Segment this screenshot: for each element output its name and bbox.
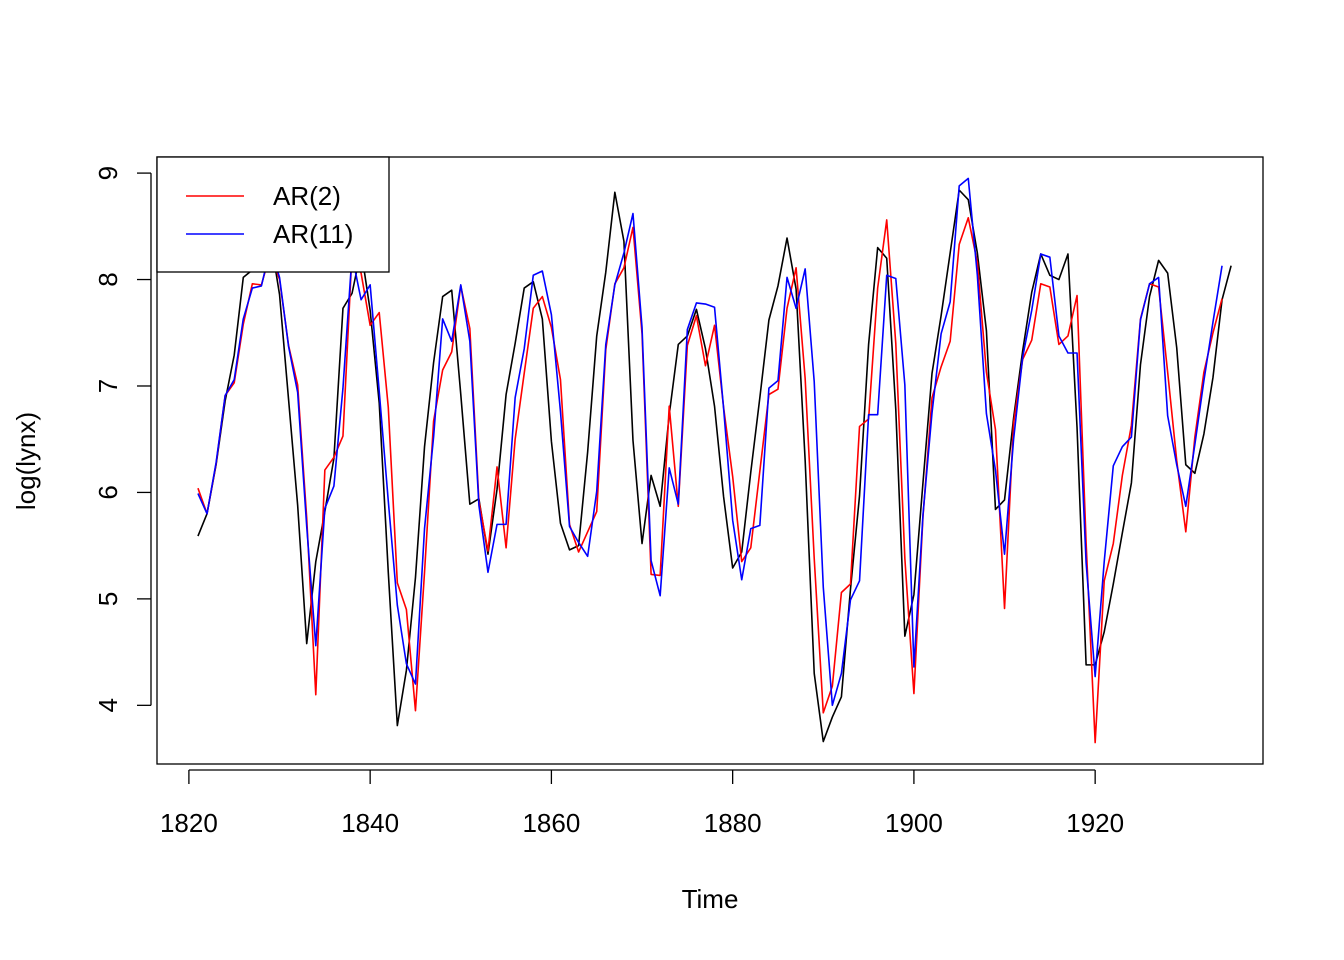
x-tick-label: 1860 (522, 808, 580, 838)
series-line-log-lynx (197, 189, 1232, 743)
series-line-ar-2 (197, 217, 1223, 744)
legend-label-ar11: AR(11) (273, 219, 353, 249)
x-axis-title: Time (682, 884, 739, 914)
y-tick-label: 5 (93, 592, 123, 606)
y-tick-label: 6 (93, 485, 123, 499)
series-lines (197, 177, 1232, 744)
series-line-ar-11 (197, 177, 1223, 707)
y-tick-label: 9 (93, 166, 123, 180)
y-axis: 4 5 6 7 8 9 (93, 166, 152, 713)
x-tick-label: 1880 (704, 808, 762, 838)
y-tick-label: 4 (93, 698, 123, 712)
plot-frame (156, 156, 1264, 765)
x-tick-label: 1840 (341, 808, 399, 838)
y-tick-label: 7 (93, 379, 123, 393)
y-tick-label: 8 (93, 272, 123, 286)
x-axis: 1820 1840 1860 1880 1900 1920 (160, 769, 1124, 838)
x-tick-label: 1820 (160, 808, 218, 838)
y-axis-title: log(lynx) (11, 412, 41, 510)
legend-box (156, 156, 390, 273)
legend: AR(2) AR(11) (156, 156, 390, 273)
legend-label-ar2: AR(2) (273, 181, 341, 211)
x-tick-label: 1900 (885, 808, 943, 838)
x-tick-label: 1920 (1066, 808, 1124, 838)
